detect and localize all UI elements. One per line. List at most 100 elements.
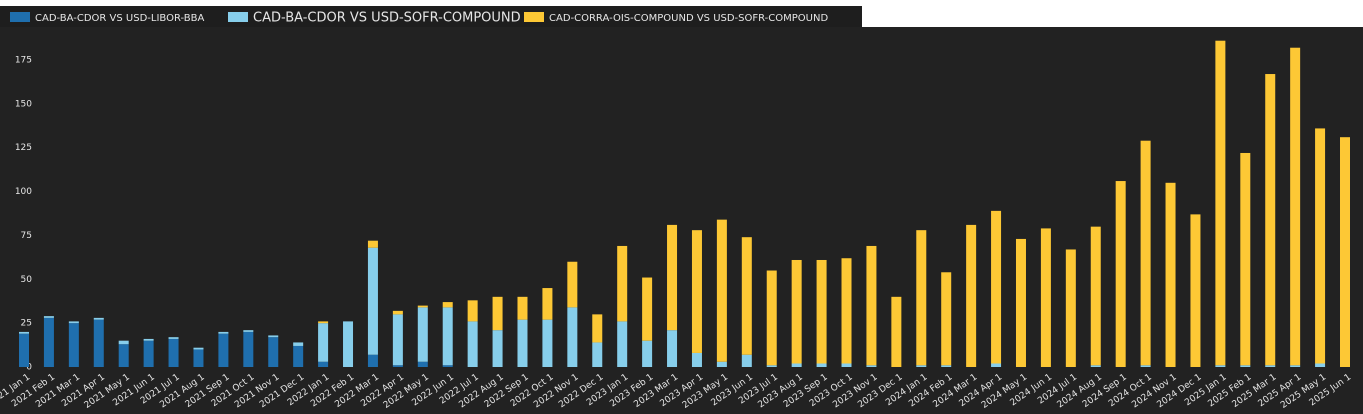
bar-segment (1265, 365, 1276, 367)
bar-segment (318, 323, 329, 362)
bar-segment (243, 331, 254, 367)
bar-segment (617, 321, 628, 367)
bar-segment (716, 219, 727, 362)
bar-segment (542, 288, 553, 320)
bar-segment (567, 261, 578, 308)
bar-segment (417, 361, 428, 367)
bar-segment (93, 319, 104, 367)
bar-segment (941, 365, 952, 367)
bar-segment (966, 224, 977, 367)
bar-segment (268, 335, 279, 338)
bar-segment (816, 363, 827, 367)
bar-segment (68, 323, 79, 367)
bar-segment (293, 345, 304, 367)
bar-segment (492, 330, 503, 367)
bar-segment (367, 247, 378, 355)
plot-background (0, 27, 1363, 414)
bar-segment (1290, 47, 1301, 366)
bar-segment (866, 245, 877, 366)
bar-segment (1040, 228, 1051, 367)
bar-segment (667, 330, 678, 367)
legend-label: CAD-BA-CDOR VS USD-SOFR-COMPOUND (253, 11, 521, 26)
bar-segment (642, 340, 653, 367)
bar-segment (766, 365, 777, 367)
bar-segment (1015, 238, 1026, 367)
bar-segment (392, 365, 403, 367)
bar-segment (442, 302, 453, 308)
bar-segment (218, 331, 229, 334)
y-tick-label: 175 (15, 56, 32, 66)
bar-segment (517, 296, 528, 320)
bar-segment (1215, 40, 1226, 366)
bar-segment (567, 307, 578, 367)
bar-segment (841, 363, 852, 367)
bar-segment (19, 333, 29, 367)
bar-segment (268, 337, 279, 367)
bar-segment (1340, 137, 1350, 367)
bar-segment (442, 365, 453, 367)
bar-segment (417, 307, 428, 362)
bar-segment (168, 338, 179, 367)
bar-segment (367, 354, 378, 367)
bar-segment (841, 258, 852, 364)
bar-segment (766, 270, 777, 366)
y-tick-label: 100 (15, 187, 32, 197)
bar-segment (891, 296, 902, 367)
y-tick-label: 75 (21, 231, 32, 241)
bar-segment (417, 305, 428, 308)
bar-segment (19, 331, 29, 334)
bar-segment (492, 296, 503, 331)
bar-segment (93, 317, 104, 320)
bar-segment (592, 342, 603, 367)
bar-segment (43, 317, 54, 367)
legend-swatch (10, 12, 30, 22)
bar-segment (741, 237, 752, 355)
bar-segment (1265, 74, 1276, 366)
bar-segment (343, 321, 354, 367)
legend-swatch (228, 12, 248, 22)
bar-segment (1315, 128, 1326, 364)
bar-segment (617, 245, 628, 322)
bar-segment (143, 340, 154, 367)
bar-segment (367, 240, 378, 248)
bar-segment (143, 338, 154, 341)
bar-segment (1065, 249, 1076, 367)
bar-segment (691, 230, 702, 353)
legend-label: CAD-CORRA-OIS-COMPOUND VS USD-SOFR-COMPO… (549, 13, 828, 24)
bar-segment (1190, 214, 1201, 367)
legend-swatch (524, 12, 544, 22)
bar-segment (941, 272, 952, 366)
bar-segment (916, 365, 927, 367)
bar-segment (43, 316, 54, 318)
y-tick-label: 0 (26, 363, 32, 373)
bar-segment (1165, 182, 1176, 367)
bar-segment (1140, 365, 1151, 367)
bar-segment (1115, 181, 1126, 367)
bar-segment (118, 340, 129, 345)
bar-segment (1290, 365, 1301, 367)
bar-segment (1315, 363, 1326, 367)
bar-segment (193, 349, 204, 367)
bar-segment (392, 314, 403, 366)
bar-segment (1090, 226, 1101, 366)
y-tick-label: 25 (21, 319, 32, 329)
bar-segment (1215, 365, 1226, 367)
bar-segment (691, 352, 702, 367)
y-tick-label: 150 (15, 99, 32, 109)
bar-segment (193, 347, 204, 350)
bar-segment (542, 319, 553, 367)
bar-segment (318, 321, 329, 324)
bar-segment (916, 230, 927, 366)
bar-segment (667, 224, 678, 331)
legend-label: CAD-BA-CDOR VS USD-LIBOR-BBA (35, 13, 204, 24)
bar-segment (866, 365, 877, 367)
legend-background (0, 6, 862, 27)
bar-segment (168, 337, 179, 339)
bar-segment (68, 321, 79, 324)
bar-segment (991, 210, 1002, 364)
bar-segment (1240, 365, 1251, 367)
bar-segment (318, 361, 329, 367)
bar-segment (716, 361, 727, 367)
y-tick-label: 125 (15, 143, 32, 153)
